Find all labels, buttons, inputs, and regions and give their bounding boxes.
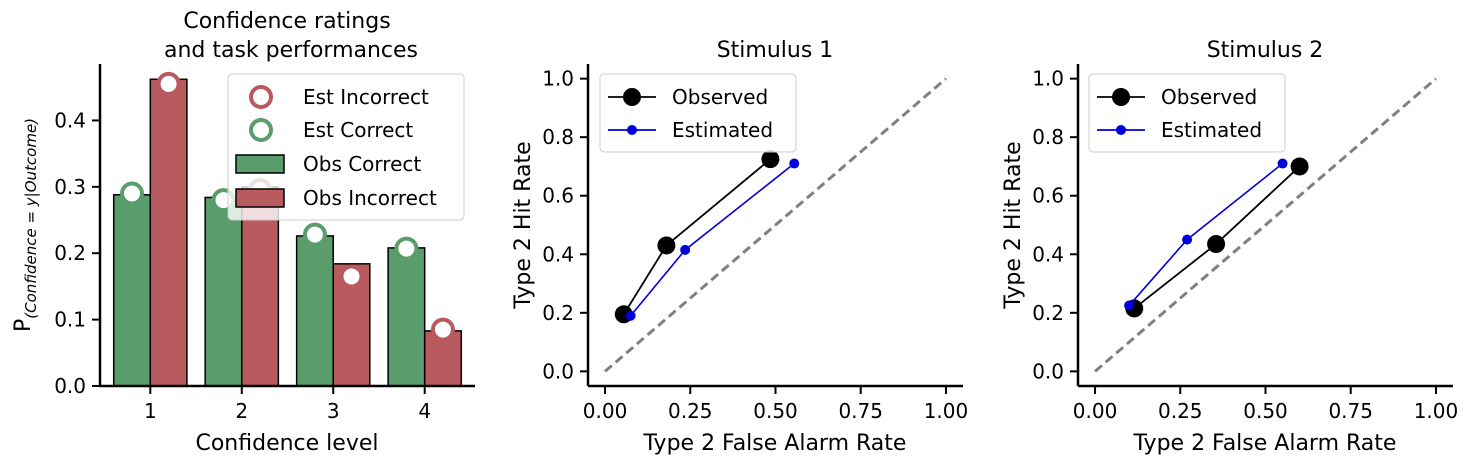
- y-tick-label: 0.1: [54, 308, 86, 332]
- legend-box: [227, 73, 465, 221]
- legend-label-estimated: Estimated: [1161, 118, 1262, 142]
- marker-est-correct-4: [394, 236, 419, 261]
- x-tick-label: 3: [327, 399, 340, 423]
- x-tick-label: 0.75: [838, 399, 883, 423]
- point-observed: [1207, 235, 1226, 254]
- legend-label-est-correct: Est Correct: [303, 118, 413, 142]
- legend-label-estimated: Estimated: [672, 118, 773, 142]
- x-tick-label: 0.75: [1328, 399, 1373, 423]
- y-tick-label: 1.0: [542, 67, 574, 91]
- y-tick-label: 0.6: [542, 184, 574, 208]
- legend-panel-2: Observed Estimated: [599, 73, 797, 153]
- y-tick-label: 0.6: [1032, 184, 1064, 208]
- legend-marker-observed: [1112, 88, 1130, 106]
- point-estimated: [1277, 158, 1288, 169]
- legend-marker-est-correct: [249, 118, 273, 142]
- marker-est-incorrect-4: [430, 317, 455, 342]
- point-estimated: [1124, 300, 1135, 311]
- y-axis-label: Type 2 Hit Rate: [1001, 141, 1026, 309]
- y-tick-label: 0.0: [54, 374, 86, 398]
- y-tick-label: 0.8: [1032, 125, 1064, 149]
- panel-confidence-bars: Confidence ratings and task performances…: [11, 9, 475, 456]
- x-tick-label: 4: [418, 399, 431, 423]
- y-axis-label: Type 2 Hit Rate: [511, 141, 536, 309]
- chart-title-line-2: and task performances: [164, 38, 418, 63]
- x-tick-label: 1: [144, 399, 157, 423]
- y-axis-label-main: P: [11, 319, 36, 332]
- point-observed: [1290, 157, 1309, 176]
- x-tick-label: 0.00: [583, 399, 628, 423]
- legend-box: [1088, 73, 1286, 153]
- y-axis-label-subscript: (Confidence = y|Outcome): [22, 118, 40, 319]
- point-estimated: [789, 158, 800, 169]
- chart-title: Stimulus 1: [717, 38, 834, 63]
- series-line-observed: [623, 158, 771, 315]
- point-observed: [761, 150, 780, 169]
- point-observed: [657, 236, 676, 255]
- x-axis-label: Type 2 False Alarm Rate: [643, 431, 907, 456]
- x-tick-label: 1.00: [1414, 399, 1459, 423]
- bar-obs-incorrect-1: [149, 78, 188, 387]
- x-tick-label: 0.25: [668, 399, 713, 423]
- series-line-estimated: [1128, 162, 1284, 307]
- y-tick-label: 0.0: [542, 359, 574, 383]
- legend-swatch-obs-correct: [235, 154, 285, 174]
- x-tick-label: 0.50: [1243, 399, 1288, 423]
- x-tick-label: 0.50: [753, 399, 798, 423]
- marker-est-correct-3: [302, 222, 327, 247]
- p2-plot-area: 0.0 0.2 0.4 0.6 0.8 1.0 0.00 0.25 0.50 0.75 1.00: [542, 64, 968, 423]
- p3-plot-area: 0.0 0.2 0.4 0.6 0.8 1.0 0.00 0.25 0.50 0.75 1.00: [1032, 64, 1458, 423]
- y-tick-label: 0.4: [1032, 242, 1064, 266]
- legend-label-obs-incorrect: Obs Incorrect: [303, 186, 437, 210]
- x-tick-label: 2: [235, 399, 248, 423]
- legend-label-observed: Observed: [1161, 85, 1257, 109]
- x-tick-label: 0.25: [1158, 399, 1203, 423]
- y-tick-label: 0.0: [1032, 359, 1064, 383]
- panel-stimulus-1: Stimulus 1 0.0 0.2 0.4 0.6 0.8 1.0 0.00 0.25 0.5…: [511, 38, 968, 456]
- y-tick-label: 0.2: [1032, 301, 1064, 325]
- bar-obs-correct-3: [295, 235, 334, 387]
- bar-obs-correct-1: [112, 194, 152, 387]
- legend-swatch-obs-incorrect: [235, 188, 285, 208]
- legend-label-est-incorrect: Est Incorrect: [303, 85, 429, 109]
- marker-est-correct-1: [120, 181, 145, 206]
- x-tick-label: 0.00: [1073, 399, 1118, 423]
- p1-plot-area: 0.0 0.1 0.2 0.3 0.4 1 2 3 4: [54, 64, 475, 423]
- panel-stimulus-2: Stimulus 2 0.0 0.2 0.4 0.6 0.8 1.0 0.00 0.25 0.5…: [1001, 38, 1458, 456]
- series-line-estimated: [629, 162, 795, 317]
- chart-title-line-1: Confidence ratings: [183, 9, 390, 34]
- y-tick-label: 0.4: [542, 242, 574, 266]
- chance-diagonal-line: [1094, 77, 1437, 373]
- legend-label-obs-correct: Obs Correct: [303, 152, 421, 176]
- marker-est-incorrect-3: [339, 264, 364, 289]
- legend-marker-estimated: [1116, 125, 1126, 135]
- y-tick-label: 0.2: [54, 241, 86, 265]
- y-tick-label: 0.2: [542, 301, 574, 325]
- x-axis-label: Confidence level: [195, 431, 378, 456]
- legend-panel-3: Observed Estimated: [1088, 73, 1286, 153]
- legend-label-observed: Observed: [672, 85, 768, 109]
- x-tick-label: 1.00: [924, 399, 969, 423]
- y-axis-label: P(Confidence = y|Outcome): [11, 118, 40, 332]
- chance-diagonal-line: [604, 77, 947, 373]
- bar-obs-correct-4: [387, 247, 426, 387]
- y-tick-label: 0.3: [54, 175, 86, 199]
- x-axis-label: Type 2 False Alarm Rate: [1133, 431, 1397, 456]
- y-tick-label: 0.8: [542, 125, 574, 149]
- y-tick-label: 0.4: [54, 108, 86, 132]
- point-estimated: [1182, 234, 1193, 245]
- marker-est-incorrect-1: [156, 71, 181, 96]
- chart-title: Stimulus 2: [1207, 38, 1324, 63]
- point-estimated: [680, 244, 691, 255]
- point-estimated: [625, 310, 636, 321]
- legend-panel-1: Est Incorrect Est Correct Obs Correct Ob…: [227, 73, 465, 221]
- legend-marker-estimated: [627, 125, 637, 135]
- bar-obs-correct-2: [204, 196, 243, 387]
- legend-marker-observed: [623, 88, 641, 106]
- legend-marker-est-incorrect: [249, 85, 273, 109]
- legend-box: [599, 73, 797, 153]
- y-tick-label: 1.0: [1032, 67, 1064, 91]
